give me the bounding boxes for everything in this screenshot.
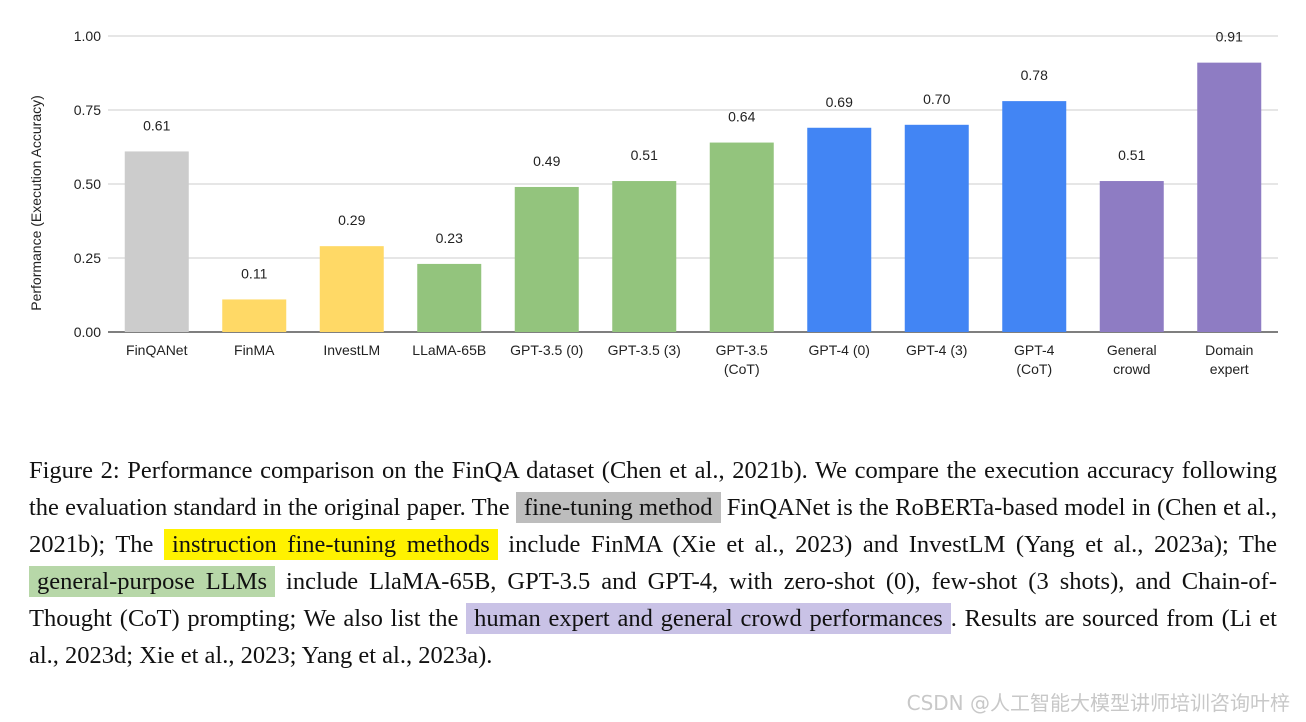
data-label: 0.78 (1021, 67, 1048, 83)
highlight-general-purpose-llms: general-purpose LLMs (29, 566, 276, 597)
category-label: expert (1210, 361, 1249, 377)
data-label: 0.49 (533, 153, 560, 169)
bar (904, 124, 969, 332)
bar (807, 127, 872, 332)
category-label: GPT-3.5 (3) (608, 342, 681, 358)
y-tick-label: 0.00 (74, 324, 101, 340)
category-label: (CoT) (724, 361, 760, 377)
caption-text-1: Figure 2: Performance comparison on the … (29, 457, 1277, 521)
data-label: 0.23 (436, 230, 463, 246)
bar (612, 181, 677, 332)
data-label: 0.29 (338, 212, 365, 228)
highlight-fine-tuning-method: fine-tuning method (515, 492, 721, 523)
data-label: 0.11 (241, 265, 267, 281)
y-tick-label: 0.50 (74, 176, 101, 192)
category-label: GPT-4 (0) (809, 342, 870, 358)
figure-caption: Figure 2: Performance comparison on the … (29, 452, 1277, 674)
data-label: 0.91 (1216, 29, 1243, 45)
bar-chart-svg: Performance (Execution Accuracy) 0.00 0.2… (28, 28, 1278, 377)
category-label: crowd (1113, 361, 1150, 377)
y-tick-label: 1.00 (74, 28, 101, 44)
data-label: 0.51 (631, 147, 658, 163)
bar (1197, 62, 1262, 332)
bar-chart: Performance (Execution Accuracy) 0.00 0.2… (28, 28, 1278, 377)
category-label: FinMA (234, 342, 275, 358)
category-label: Domain (1205, 342, 1253, 358)
caption-text-2: FinQANet is the RoBERTa-based model in (… (29, 494, 1277, 558)
caption-text-3: include FinMA (Xie et al., 2023) and Inv… (497, 531, 1277, 558)
bar (319, 246, 384, 332)
watermark: CSDN @人工智能大模型讲师培训咨询叶梓 (906, 691, 1290, 715)
category-label: GPT-4 (3) (906, 342, 967, 358)
data-label: 0.70 (923, 91, 950, 107)
category-label: GPT-3.5 (0) (510, 342, 583, 358)
bar (417, 263, 482, 332)
data-label: 0.69 (826, 94, 853, 110)
bar (1002, 101, 1067, 333)
category-label: GPT-4 (1014, 342, 1055, 358)
data-label: 0.61 (143, 117, 170, 133)
category-label: GPT-3.5 (716, 342, 768, 358)
category-label: InvestLM (323, 342, 380, 358)
bar (222, 299, 287, 332)
y-tick-label: 0.25 (74, 250, 101, 266)
y-tick-label: 0.75 (74, 102, 101, 118)
caption-text-5: . Results are sourced from (Li et al., 2… (29, 605, 1277, 669)
data-label: 0.64 (728, 109, 755, 125)
bar (709, 142, 774, 332)
highlight-instruction-fine-tuning: instruction fine-tuning methods (163, 529, 498, 560)
y-axis-label: Performance (Execution Accuracy) (28, 95, 44, 311)
bar (514, 186, 579, 332)
category-label: General (1107, 342, 1157, 358)
data-label: 0.51 (1118, 147, 1145, 163)
category-label: LLaMA-65B (412, 342, 486, 358)
category-label: FinQANet (126, 342, 188, 358)
caption-text-4: include LlaMA-65B, GPT-3.5 and GPT-4, wi… (29, 568, 1277, 632)
highlight-human-expert-crowd: human expert and general crowd performan… (466, 603, 951, 634)
bar (1099, 181, 1164, 332)
bar (124, 151, 189, 332)
category-label: (CoT) (1016, 361, 1052, 377)
